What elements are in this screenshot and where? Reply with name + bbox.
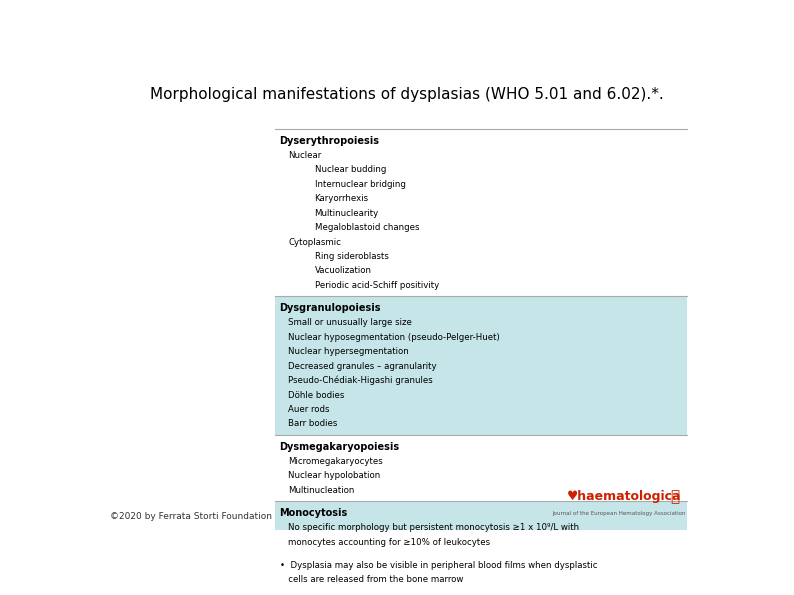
Text: 🐟: 🐟	[670, 489, 679, 504]
Text: Dysgranulopoiesis: Dysgranulopoiesis	[279, 303, 381, 314]
Text: Monocytosis: Monocytosis	[279, 509, 348, 518]
Text: ♥haematologica: ♥haematologica	[567, 490, 681, 503]
Text: Small or unusually large size: Small or unusually large size	[288, 318, 412, 327]
Text: Dysmegakaryopoiesis: Dysmegakaryopoiesis	[279, 442, 399, 452]
Text: Auer rods: Auer rods	[288, 405, 330, 414]
Text: •  Dysplasia may also be visible in peripheral blood films when dysplastic: • Dysplasia may also be visible in perip…	[279, 561, 597, 570]
Text: Karyorrhexis: Karyorrhexis	[314, 194, 368, 203]
Text: monocytes accounting for ≥10% of leukocytes: monocytes accounting for ≥10% of leukocy…	[288, 538, 490, 547]
Text: Nuclear hyposegmentation (pseudo-Pelger-Huet): Nuclear hyposegmentation (pseudo-Pelger-…	[288, 333, 500, 342]
Text: ©2020 by Ferrata Storti Foundation: ©2020 by Ferrata Storti Foundation	[110, 512, 272, 521]
Text: Cytoplasmic: Cytoplasmic	[288, 237, 341, 246]
Text: Nuclear budding: Nuclear budding	[314, 165, 386, 174]
Text: Nuclear hypersegmentation: Nuclear hypersegmentation	[288, 347, 409, 356]
Text: Nuclear hypolobation: Nuclear hypolobation	[288, 471, 380, 480]
Text: Journal of the European Hematology Association: Journal of the European Hematology Assoc…	[553, 512, 686, 516]
Text: Barr bodies: Barr bodies	[288, 419, 337, 428]
Text: Döhle bodies: Döhle bodies	[288, 390, 345, 399]
Text: Vacuolization: Vacuolization	[314, 267, 372, 275]
Text: Multinucleation: Multinucleation	[288, 486, 355, 495]
Text: Decreased granules – agranularity: Decreased granules – agranularity	[288, 362, 437, 371]
Text: Periodic acid-Schiff positivity: Periodic acid-Schiff positivity	[314, 281, 439, 290]
Text: Internuclear bridging: Internuclear bridging	[314, 180, 406, 189]
Text: No specific morphology but persistent monocytosis ≥1 x 10⁹/L with: No specific morphology but persistent mo…	[288, 524, 580, 533]
Text: Micromegakaryocytes: Micromegakaryocytes	[288, 457, 383, 466]
Text: Morphological manifestations of dysplasias (WHO 5.01 and 6.02).*.: Morphological manifestations of dysplasi…	[150, 87, 664, 102]
Bar	[275, 553, 687, 591]
Text: Pseudo-Chédiak-Higashi granules: Pseudo-Chédiak-Higashi granules	[288, 376, 433, 386]
Text: Megaloblastoid changes: Megaloblastoid changes	[314, 223, 419, 232]
Text: Multinuclearity: Multinuclearity	[314, 209, 379, 218]
Text: Ring sideroblasts: Ring sideroblasts	[314, 252, 388, 261]
Text: cells are released from the bone marrow: cells are released from the bone marrow	[279, 575, 463, 584]
Text: Dyserythropoiesis: Dyserythropoiesis	[279, 136, 380, 146]
Text: Nuclear: Nuclear	[288, 151, 322, 160]
